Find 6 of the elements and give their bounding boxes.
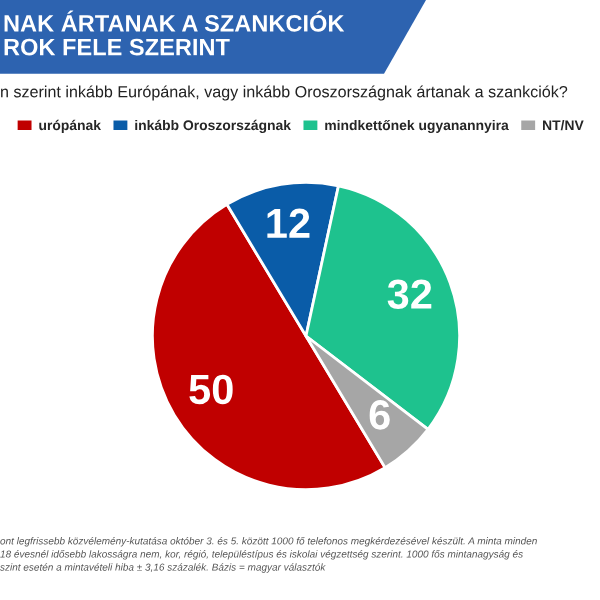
chart-subtitle: n szerint inkább Európának, vagy inkább Oroszországnak ártanak a szankciók? [1,85,568,101]
data-label: 50 [189,374,233,405]
data-label: 6 [369,400,390,430]
data-label: 32 [387,279,432,310]
chart-title: NAK ÁRTANAK A SZANKCIÓK ROK FELE SZERINT [4,10,345,56]
data-label: 12 [267,208,310,238]
